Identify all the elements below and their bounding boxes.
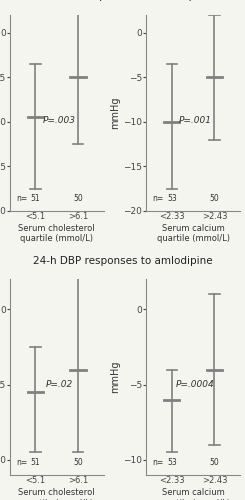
Y-axis label: mmHg: mmHg [110, 96, 120, 129]
Text: 50: 50 [73, 458, 83, 467]
Text: 53: 53 [167, 194, 177, 203]
Y-axis label: mmHg: mmHg [110, 361, 120, 394]
Text: 51: 51 [31, 194, 40, 203]
Text: 24-h SBP responses to amlodipine: 24-h SBP responses to amlodipine [33, 0, 212, 2]
X-axis label: Serum cholesterol
quartile (mmol/L): Serum cholesterol quartile (mmol/L) [18, 224, 95, 244]
Text: P=.001: P=.001 [179, 116, 212, 124]
X-axis label: Serum calcium
quartile (mmol/L): Serum calcium quartile (mmol/L) [157, 488, 230, 500]
Text: n=: n= [152, 458, 164, 467]
Text: P=.003: P=.003 [42, 116, 75, 124]
X-axis label: Serum calcium
quartile (mmol/L): Serum calcium quartile (mmol/L) [157, 224, 230, 244]
Text: P=.02: P=.02 [45, 380, 73, 389]
X-axis label: Serum cholesterol
quartile (mmol/L): Serum cholesterol quartile (mmol/L) [18, 488, 95, 500]
Text: 24-h DBP responses to amlodipine: 24-h DBP responses to amlodipine [33, 256, 212, 266]
Text: P=.0004: P=.0004 [176, 380, 215, 389]
Text: n=: n= [16, 194, 27, 203]
Text: 53: 53 [167, 458, 177, 467]
Text: 50: 50 [209, 194, 219, 203]
Text: 50: 50 [73, 194, 83, 203]
Text: 50: 50 [209, 458, 219, 467]
Text: n=: n= [16, 458, 27, 467]
Text: n=: n= [152, 194, 164, 203]
Text: 51: 51 [31, 458, 40, 467]
